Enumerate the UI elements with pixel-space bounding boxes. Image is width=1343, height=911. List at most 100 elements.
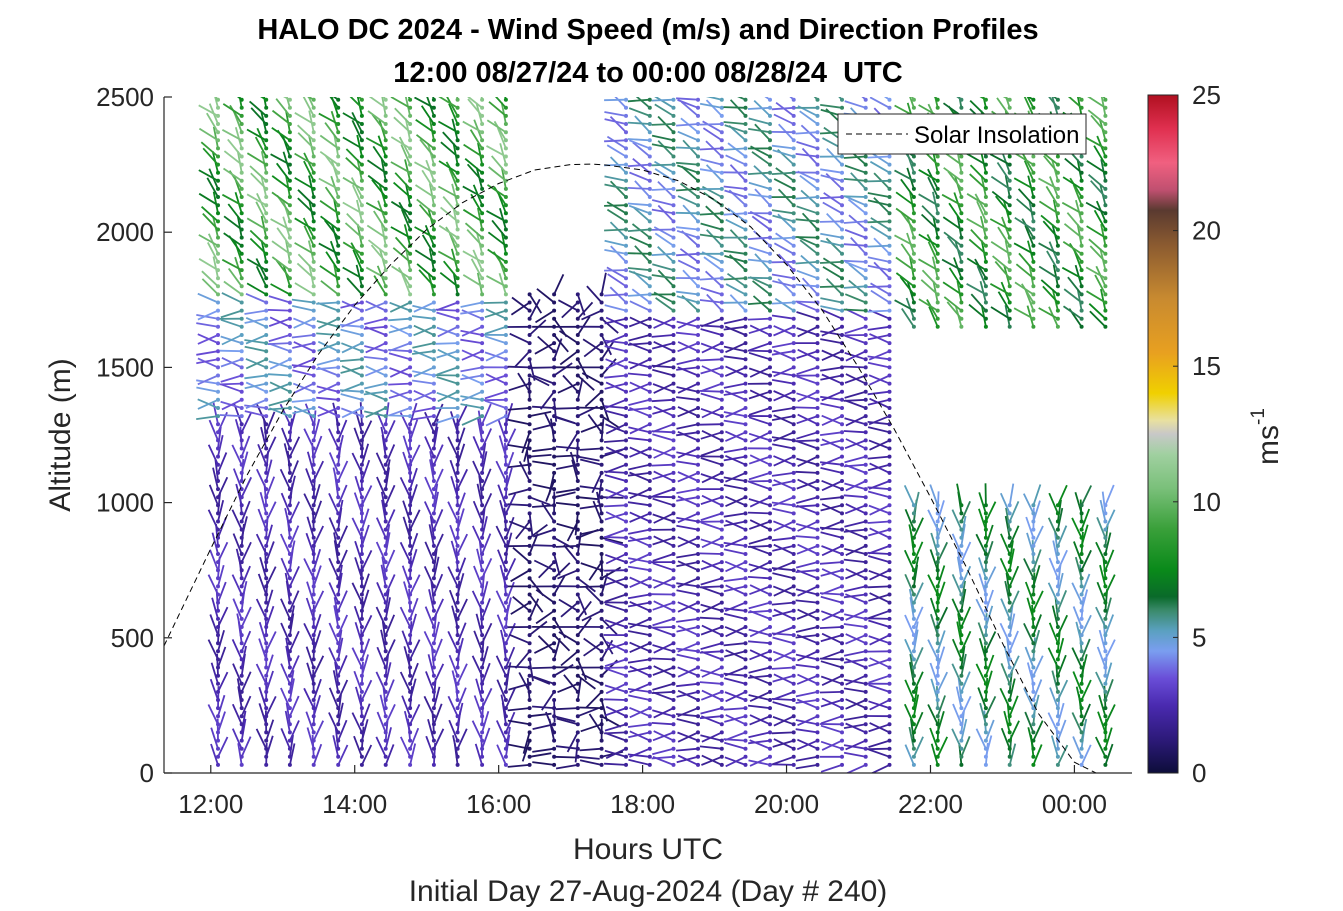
wind-barb-point [359,560,364,565]
wind-barb-point [239,762,244,767]
wind-barb-point [815,665,820,670]
wind-barb [533,642,555,654]
wind-barb [413,301,435,313]
wind-barb-point [887,154,892,159]
wind-barb-point [408,365,413,370]
wind-barb [289,720,300,741]
wind-barb [771,106,794,111]
wind-barb-point [336,438,341,443]
wind-barb [255,598,268,620]
wind-barb-point [287,146,292,151]
wind-barb [796,141,818,150]
wind-barb-point [503,698,508,702]
wind-barb-point [408,519,413,524]
wind-barb-point [647,576,652,581]
wind-barb-point [624,722,628,727]
wind-barb-point [480,560,485,565]
wind-barb-point [840,365,844,370]
wind-barb-point [719,487,724,492]
wind-barb [657,140,675,158]
wind-barb-point [863,665,868,670]
wind-barb-point [264,414,269,419]
wind-barb-point [696,698,700,702]
wind-barb-point [552,754,557,759]
wind-barb-point [408,203,413,208]
wind-barb-point [311,105,316,110]
wind-barb [508,488,530,496]
wind-barb [289,410,297,433]
wind-barb [629,665,651,677]
wind-barb [467,97,483,109]
wind-barb-point [840,511,844,516]
wind-barb [929,549,939,571]
wind-barb-point [743,543,748,548]
wind-barb-point [287,422,292,427]
wind-barb [795,764,818,770]
wind-barb [651,334,674,338]
wind-barb-point [863,203,868,208]
wind-barb [772,507,794,515]
wind-barb [749,561,771,573]
wind-barb [508,682,530,691]
wind-barb-point [815,576,820,581]
wind-barb-point [671,251,676,256]
wind-barb-point [887,673,892,678]
wind-barb-point [696,308,700,313]
wind-barb [384,744,395,766]
wind-barb-point [431,138,436,143]
wind-barb [399,736,411,758]
wind-barb-point [743,479,748,483]
wind-barb-point [696,673,700,678]
wind-barb-point [264,698,269,702]
wind-barb-point [503,535,508,540]
wind-barb [580,562,602,572]
wind-barb [795,470,818,474]
wind-barb-point [383,365,388,370]
wind-barb-point [455,406,460,410]
wind-barb-point [480,235,485,240]
wind-barb [436,415,458,424]
wind-barb-point [383,454,388,459]
wind-barb [328,687,340,709]
wind-barb [268,342,291,353]
wind-barb-point [480,316,485,321]
wind-barb [271,256,291,271]
wind-barb-point [743,130,748,135]
wind-barb [957,678,963,701]
wind-barb-point [887,584,892,589]
wind-barb [906,281,915,303]
wind-barb-point [599,495,604,500]
wind-barb [200,206,219,223]
wind-barb [868,684,890,693]
wind-barb-point [336,722,341,727]
wind-barb-point [383,511,388,516]
wind-barb-point [503,186,508,191]
wind-barb-point [503,178,508,183]
wind-barb-point [743,730,748,735]
wind-barb-point [575,552,580,556]
wind-barb [222,167,243,182]
wind-barb-point [815,754,820,759]
wind-barb [628,270,651,280]
wind-barb [555,445,578,450]
wind-barb-point [575,714,580,719]
wind-barb-point [935,243,940,248]
wind-barb [232,533,243,555]
wind-barb-point [287,462,292,467]
wind-barb-point [887,227,892,232]
wind-barb-point [527,438,532,443]
wind-barb-point [239,568,244,573]
wind-barb [773,390,795,402]
wind-barb [773,242,795,255]
wind-barb-point [743,97,748,102]
wind-barb-point [768,333,772,337]
wind-barb [605,747,627,760]
wind-barb-point [383,113,388,118]
wind-barb [268,334,291,343]
wind-barb-point [647,357,652,362]
wind-barb-point [696,292,700,297]
wind-barb [724,536,746,548]
wind-barb-point [935,300,940,305]
wind-barb-point [552,698,557,702]
wind-barb-point [216,341,220,346]
